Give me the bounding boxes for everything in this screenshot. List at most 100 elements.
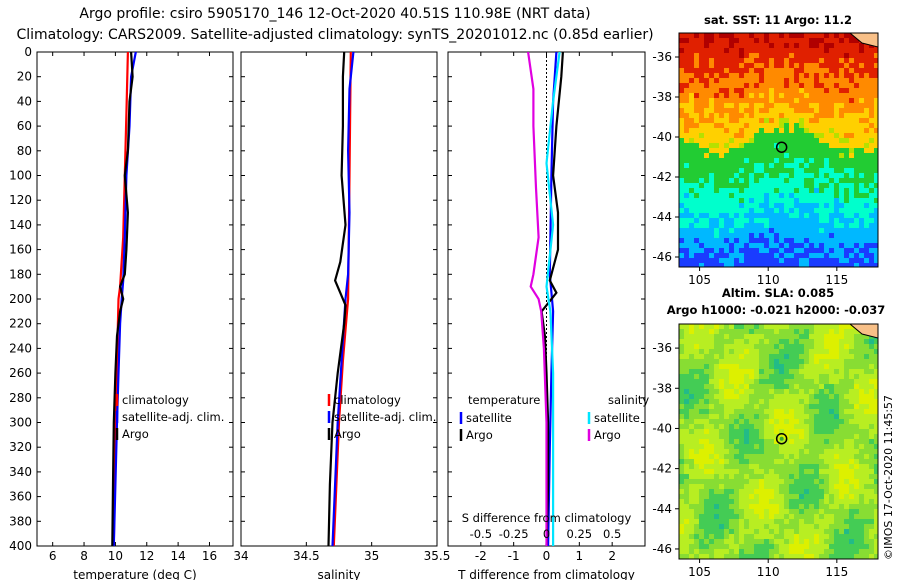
map-cell <box>754 349 760 355</box>
map-cell <box>749 158 755 164</box>
map-cell <box>699 93 705 99</box>
map-cell <box>784 539 790 545</box>
map-cell <box>799 394 805 400</box>
map-cell <box>849 334 855 340</box>
map-cell <box>704 424 710 430</box>
map-cell <box>679 474 685 480</box>
map-cell <box>694 504 700 510</box>
map-cell <box>874 123 878 129</box>
map-cell <box>854 88 860 94</box>
map-cell <box>774 213 780 219</box>
map-cell <box>754 203 760 209</box>
map-cell <box>789 113 795 119</box>
map-cell <box>864 514 870 520</box>
map-cell <box>829 78 835 84</box>
map-cell <box>734 193 740 199</box>
map-cell <box>724 404 730 410</box>
map-cell <box>829 349 835 355</box>
map-cell <box>779 88 785 94</box>
map-cell <box>814 83 820 89</box>
map-cell <box>859 529 865 535</box>
map-cell <box>779 38 785 44</box>
map-cell <box>684 454 690 460</box>
map-cell <box>779 469 785 475</box>
map-cell <box>749 63 755 69</box>
map-cell <box>704 173 710 179</box>
map-cell <box>749 339 755 345</box>
map-cell <box>829 88 835 94</box>
map-cell <box>694 554 700 559</box>
map-cell <box>849 424 855 430</box>
map-cell <box>739 449 745 455</box>
map-cell <box>739 238 745 244</box>
map-cell <box>799 193 805 199</box>
map-cell <box>784 183 790 189</box>
map-cell <box>739 414 745 420</box>
map-cell <box>784 474 790 480</box>
map-cell <box>844 58 850 64</box>
map-cell <box>739 494 745 500</box>
map-cell <box>714 163 720 169</box>
map-cell <box>864 253 870 259</box>
map-cell <box>809 364 815 370</box>
map-cell <box>679 489 685 495</box>
map-cell <box>814 48 820 54</box>
map-cell <box>844 88 850 94</box>
map-cell <box>769 469 775 475</box>
map-cell <box>849 359 855 365</box>
map-cell <box>764 524 770 530</box>
map-cell <box>729 263 735 267</box>
map-cell <box>689 88 695 94</box>
map-cell <box>744 479 750 485</box>
map-cell <box>839 369 845 375</box>
map-cell <box>799 218 805 224</box>
map-cell <box>849 364 855 370</box>
map-cell <box>804 414 810 420</box>
map-cell <box>704 344 710 350</box>
map-cell <box>679 444 685 450</box>
map-cell <box>789 374 795 380</box>
map-cell <box>824 374 830 380</box>
map-cell <box>749 399 755 405</box>
map-cell <box>834 53 840 59</box>
map-cell <box>784 168 790 174</box>
map-cell <box>739 193 745 199</box>
map-cell <box>694 128 700 134</box>
map-cell <box>849 494 855 500</box>
map-cell <box>809 334 815 340</box>
map-cell <box>679 203 685 209</box>
map-cell <box>824 549 830 555</box>
map-cell <box>839 379 845 385</box>
map-cell <box>824 379 830 385</box>
map-cell <box>849 489 855 495</box>
map-cell <box>859 439 865 445</box>
map-cell <box>734 454 740 460</box>
map-cell <box>714 489 720 495</box>
map-cell <box>829 529 835 535</box>
map-cell <box>874 158 878 164</box>
map-cell <box>799 93 805 99</box>
map-cell <box>709 138 715 144</box>
map-cell <box>759 379 765 385</box>
map-cell <box>824 459 830 465</box>
map-cell <box>754 178 760 184</box>
map-cell <box>704 58 710 64</box>
map-cell <box>844 213 850 219</box>
map-cell <box>804 193 810 199</box>
map-cell <box>849 203 855 209</box>
map-cell <box>689 258 695 264</box>
map-cell <box>699 48 705 54</box>
map-cell <box>849 549 855 555</box>
map-cell <box>814 464 820 470</box>
map-cell <box>824 218 830 224</box>
map-cell <box>754 123 760 129</box>
map-cell <box>779 429 785 435</box>
map-cell <box>679 173 685 179</box>
map-cell <box>869 349 875 355</box>
map-cell <box>789 218 795 224</box>
map-cell <box>694 384 700 390</box>
map-cell <box>744 153 750 159</box>
map-cell <box>769 449 775 455</box>
map-cell <box>774 148 780 154</box>
map-cell <box>864 263 870 267</box>
